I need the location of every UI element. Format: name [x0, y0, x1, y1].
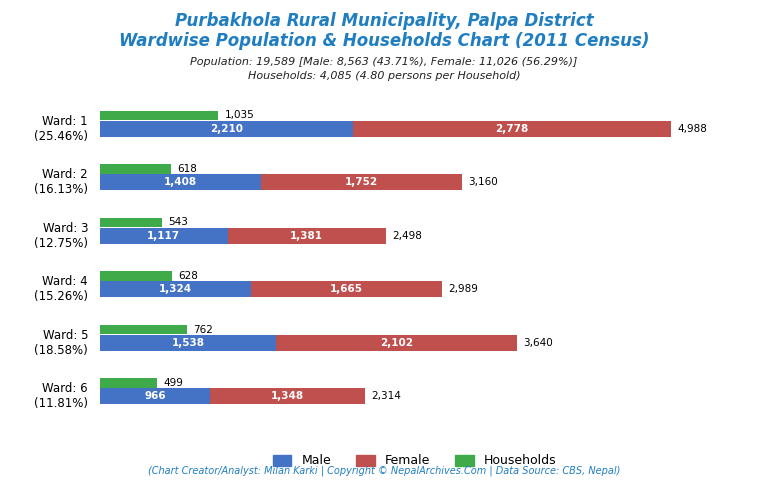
- Bar: [100, 271, 172, 281]
- Text: 2,778: 2,778: [495, 124, 528, 134]
- Bar: [210, 388, 365, 404]
- Text: 1,381: 1,381: [290, 231, 323, 241]
- Text: Wardwise Population & Households Chart (2011 Census): Wardwise Population & Households Chart (…: [119, 32, 649, 50]
- Text: 1,035: 1,035: [225, 110, 254, 120]
- Text: 3,640: 3,640: [523, 338, 553, 348]
- Bar: [100, 164, 170, 174]
- Legend: Male, Female, Households: Male, Female, Households: [268, 450, 561, 472]
- Text: 2,102: 2,102: [380, 338, 412, 348]
- Text: 618: 618: [177, 164, 197, 174]
- Text: 543: 543: [168, 217, 188, 227]
- Text: 1,538: 1,538: [171, 338, 204, 348]
- Text: Purbakhola Rural Municipality, Palpa District: Purbakhola Rural Municipality, Palpa Dis…: [174, 12, 594, 31]
- Bar: [100, 282, 251, 297]
- Text: 1,117: 1,117: [147, 231, 180, 241]
- Text: 1,348: 1,348: [271, 391, 304, 401]
- Bar: [228, 228, 386, 244]
- Bar: [276, 335, 517, 351]
- Text: 762: 762: [194, 324, 214, 335]
- Bar: [100, 228, 228, 244]
- Text: 966: 966: [144, 391, 166, 401]
- Bar: [100, 110, 218, 120]
- Text: (Chart Creator/Analyst: Milan Karki | Copyright © NepalArchives.Com | Data Sourc: (Chart Creator/Analyst: Milan Karki | Co…: [147, 465, 621, 476]
- Bar: [261, 175, 462, 190]
- Text: 2,210: 2,210: [210, 124, 243, 134]
- Text: 1,665: 1,665: [330, 284, 363, 294]
- Bar: [353, 121, 671, 137]
- Text: 499: 499: [164, 378, 183, 388]
- Bar: [100, 335, 276, 351]
- Text: Households: 4,085 (4.80 persons per Household): Households: 4,085 (4.80 persons per Hous…: [248, 71, 520, 81]
- Bar: [251, 282, 442, 297]
- Text: 1,408: 1,408: [164, 177, 197, 187]
- Bar: [100, 378, 157, 388]
- Bar: [100, 388, 210, 404]
- Text: 3,160: 3,160: [468, 177, 498, 187]
- Bar: [100, 325, 187, 334]
- Text: Population: 19,589 [Male: 8,563 (43.71%), Female: 11,026 (56.29%)]: Population: 19,589 [Male: 8,563 (43.71%)…: [190, 57, 578, 67]
- Text: 2,314: 2,314: [371, 391, 401, 401]
- Bar: [100, 218, 162, 227]
- Text: 4,988: 4,988: [677, 124, 707, 134]
- Text: 1,324: 1,324: [159, 284, 192, 294]
- Text: 2,498: 2,498: [392, 231, 422, 241]
- Bar: [100, 175, 261, 190]
- Text: 1,752: 1,752: [345, 177, 378, 187]
- Bar: [100, 121, 353, 137]
- Text: 2,989: 2,989: [449, 284, 478, 294]
- Text: 628: 628: [178, 271, 198, 281]
